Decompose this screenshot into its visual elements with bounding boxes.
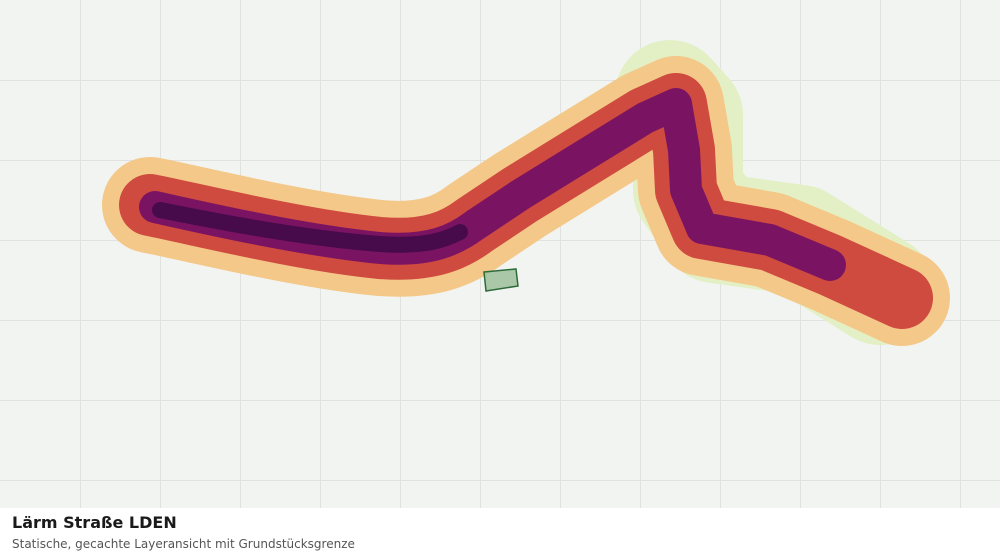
layer-subtitle: Statische, gecachte Layeransicht mit Gru… [12, 537, 355, 551]
layer-title: Lärm Straße LDEN [12, 513, 177, 532]
noise-band-highest [152, 202, 468, 253]
noise-layer [102, 40, 950, 346]
caption-panel: Lärm Straße LDEN Statische, gecachte Lay… [0, 508, 1000, 560]
map-view[interactable] [0, 0, 1000, 508]
parcel-boundary[interactable] [483, 268, 519, 292]
